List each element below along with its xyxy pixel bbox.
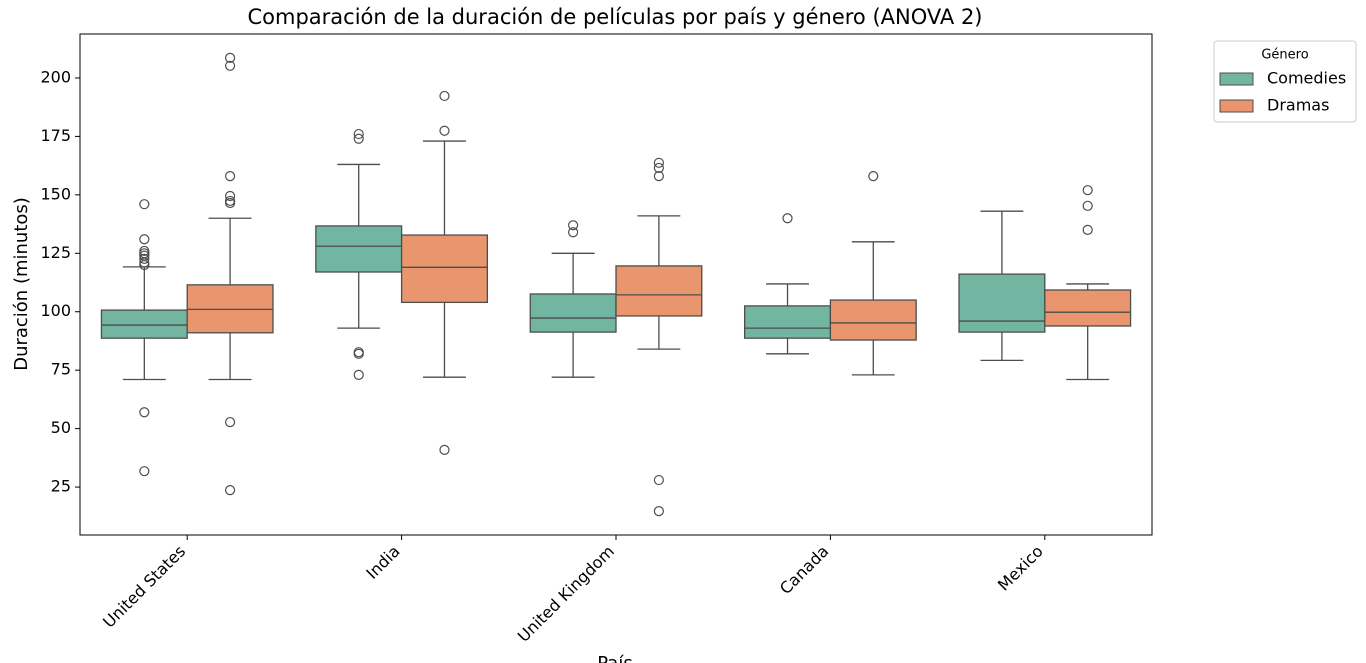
box — [743, 305, 832, 339]
outlier — [353, 128, 364, 140]
outlier — [353, 348, 364, 359]
outlier — [653, 474, 664, 486]
outlier — [439, 444, 450, 456]
y-tick-label: 75 — [51, 360, 71, 379]
legend-title: Género — [1261, 48, 1308, 63]
outlier — [139, 466, 150, 477]
y-tick-label: 100 — [40, 301, 71, 320]
y-tick-label: 150 — [40, 184, 71, 203]
box — [1044, 289, 1132, 327]
outlier — [653, 506, 664, 517]
y-axis-label: Duración (minutos) — [11, 197, 32, 371]
outlier — [353, 133, 364, 144]
y-tick-label: 50 — [51, 418, 71, 437]
legend-swatch — [1219, 72, 1254, 86]
outlier — [653, 162, 664, 174]
outlier — [653, 171, 664, 182]
y-tick-label: 200 — [40, 67, 71, 86]
box — [829, 299, 917, 341]
outlier — [224, 171, 236, 182]
outlier — [653, 157, 664, 168]
outlier — [1082, 185, 1093, 196]
outlier — [439, 90, 450, 102]
box — [529, 293, 617, 333]
box — [315, 225, 403, 273]
y-tick-label: 125 — [40, 243, 71, 262]
legend-label: Comedies — [1267, 69, 1346, 88]
outlier — [139, 407, 150, 418]
outlier — [353, 369, 364, 380]
outlier — [1082, 200, 1093, 211]
x-axis-label: País — [597, 653, 632, 663]
plot-frame — [79, 33, 1153, 536]
box — [400, 234, 489, 304]
legend-swatch — [1219, 99, 1254, 113]
outlier — [224, 485, 236, 496]
outlier — [139, 199, 150, 210]
outlier — [782, 213, 793, 224]
y-tick-label: 175 — [40, 126, 71, 145]
outlier — [568, 227, 579, 238]
outlier — [439, 125, 450, 136]
outlier — [139, 234, 150, 245]
outlier — [224, 190, 236, 202]
outlier — [224, 52, 236, 63]
box — [100, 309, 188, 339]
box — [615, 265, 703, 317]
outlier — [139, 253, 150, 265]
legend-label: Dramas — [1267, 96, 1329, 115]
outlier — [224, 60, 236, 71]
outlier — [224, 197, 236, 209]
box — [958, 273, 1046, 333]
chart-title: Comparación de la duración de películas … — [247, 5, 982, 29]
outlier — [139, 259, 150, 271]
y-tick-label: 25 — [51, 477, 71, 496]
outlier — [224, 416, 236, 428]
outlier — [868, 171, 879, 182]
outlier — [1082, 224, 1093, 236]
outlier — [568, 220, 579, 231]
